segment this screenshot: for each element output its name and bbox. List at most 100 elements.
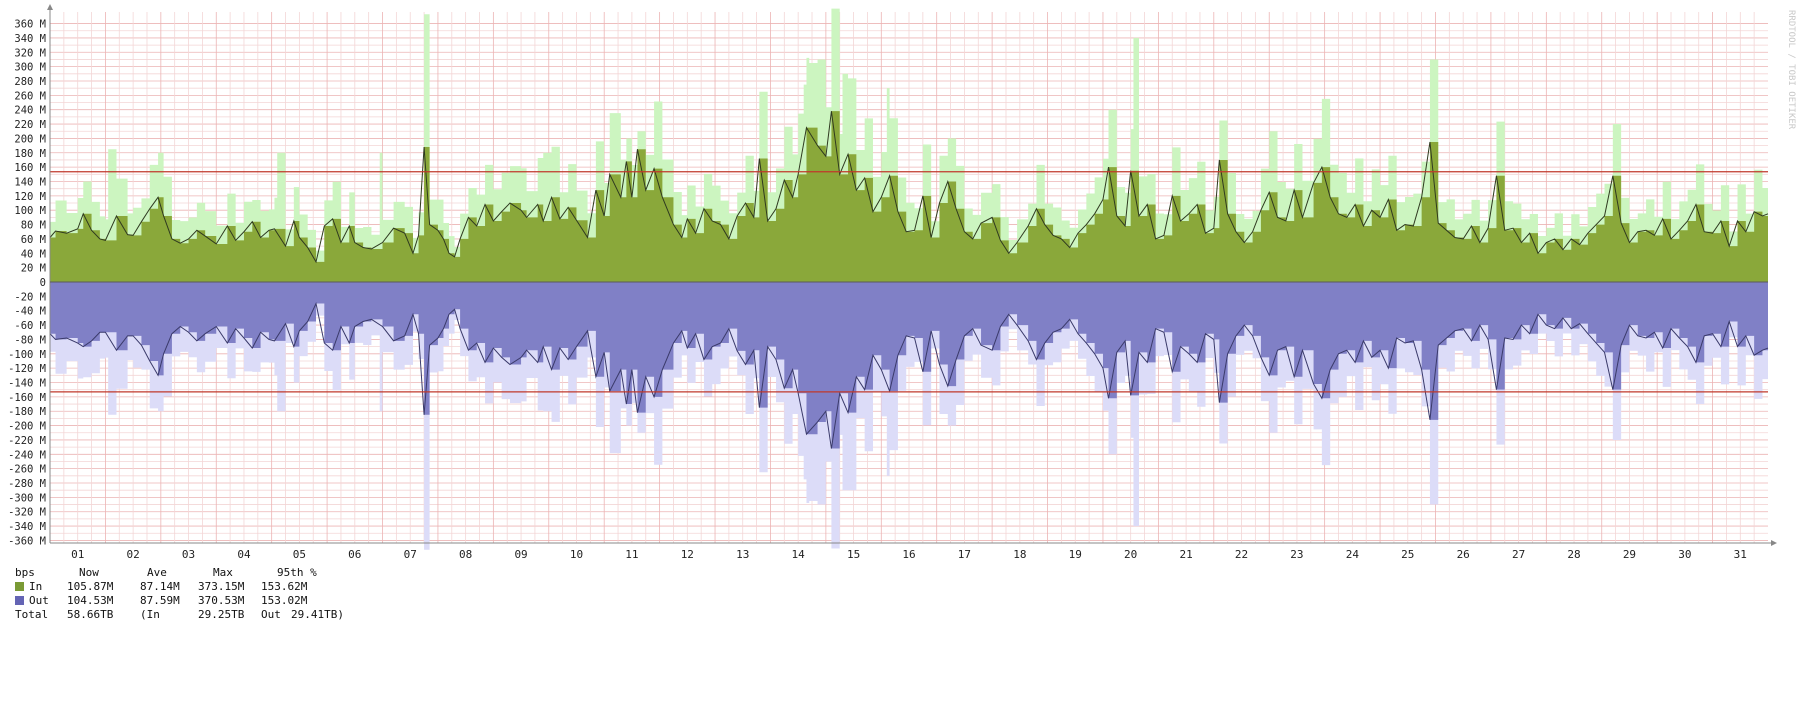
y-tick-label: 80 M (21, 220, 46, 232)
y-tick-labels: 360 M 340 M 320 M 300 M 280 M 260 M 240 M 220 M… (8, 19, 46, 548)
y-tick-label: 280 M (14, 76, 46, 88)
legend: bps Now Ave Max 95th % In 105.87M 87.14M… (15, 566, 344, 622)
axes (47, 4, 1777, 546)
legend-col-max: Max (213, 566, 233, 579)
y-tick-label: 40 M (21, 248, 46, 260)
y-axis-arrow (47, 4, 53, 10)
x-tick-label: 29 (1623, 548, 1636, 561)
y-tick-label: -120 M (8, 363, 46, 375)
traffic-chart: 360 M 340 M 320 M 300 M 280 M 260 M 240 M 220 M… (8, 4, 1777, 561)
y-tick-label: -220 M (8, 435, 46, 447)
x-axis-arrow (1771, 540, 1777, 546)
legend-out-now: 104.53M (67, 594, 114, 607)
x-tick-label: 02 (127, 548, 140, 561)
out-avg-area (50, 282, 1768, 449)
legend-total-in-label: (In (140, 608, 160, 621)
x-tick-label: 05 (293, 548, 306, 561)
y-tick-label: 100 M (14, 205, 46, 217)
y-tick-label: -240 M (8, 449, 46, 461)
x-tick-label: 31 (1734, 548, 1747, 561)
x-tick-label: 06 (348, 548, 361, 561)
legend-total-value: 58.66TB (67, 608, 114, 621)
x-tick-label: 03 (182, 548, 195, 561)
percentile-lines (50, 171, 1768, 393)
y-tick-label: 140 M (14, 176, 46, 188)
y-tick-label: 180 M (14, 148, 46, 160)
legend-in-max: 373.15M (198, 580, 245, 593)
x-tick-label: 30 (1678, 548, 1691, 561)
x-tick-label: 22 (1235, 548, 1248, 561)
series-areas (49, 8, 1769, 550)
y-tick-label: -360 M (8, 535, 46, 547)
legend-label-in: In (29, 580, 43, 593)
y-tick-label: -60 M (14, 320, 46, 332)
y-tick-label: -280 M (8, 478, 46, 490)
y-tick-label: 120 M (14, 191, 46, 203)
legend-total-in-value: 29.25TB (198, 608, 245, 621)
y-tick-label: -20 M (14, 291, 46, 303)
y-tick-label: -320 M (8, 507, 46, 519)
y-tick-label: -140 M (8, 378, 46, 390)
legend-header: bps Now Ave Max 95th % (15, 566, 317, 580)
x-tick-label: 19 (1069, 548, 1082, 561)
legend-in-p95: 153.62M (261, 580, 308, 593)
x-tick-label: 04 (237, 548, 251, 561)
y-tick-label: 20 M (21, 263, 46, 275)
y-tick-label: -260 M (8, 464, 46, 476)
legend-in-ave: 87.14M (140, 580, 180, 593)
y-tick-label: -40 M (14, 306, 46, 318)
in-avg-line (49, 111, 1769, 264)
y-tick-label: 220 M (14, 119, 46, 131)
legend-swatch-in (15, 582, 24, 591)
y-tick-label: -160 M (8, 392, 46, 404)
x-tick-label: 11 (625, 548, 638, 561)
y-tick-label: 160 M (14, 162, 46, 174)
y-tick-label: 260 M (14, 90, 46, 102)
y-tick-label: 60 M (21, 234, 46, 246)
legend-out-max: 370.53M (198, 594, 245, 607)
legend-col-p95: 95th % (277, 566, 317, 579)
x-tick-label: 25 (1401, 548, 1414, 561)
in-avg-area (50, 111, 1768, 282)
legend-total-out-label: Out (261, 608, 281, 621)
x-tick-label: 21 (1179, 548, 1192, 561)
y-tick-label: 300 M (14, 62, 46, 74)
x-tick-label: 20 (1124, 548, 1137, 561)
y-tick-label: 0 (40, 277, 46, 289)
x-tick-label: 17 (958, 548, 971, 561)
legend-unit: bps (15, 566, 35, 579)
legend-col-now: Now (79, 566, 99, 579)
y-tick-label: -80 M (14, 334, 46, 346)
y-tick-label: 360 M (14, 19, 46, 31)
y-tick-label: -100 M (8, 349, 46, 361)
x-tick-label: 27 (1512, 548, 1525, 561)
legend-row-total: Total 58.66TB (In 29.25TB Out 29.41TB) (15, 608, 344, 622)
out-avg-line (49, 301, 1769, 449)
legend-in-now: 105.87M (67, 580, 114, 593)
x-tick-label: 13 (736, 548, 749, 561)
x-tick-label: 15 (847, 548, 860, 561)
x-tick-label: 16 (902, 548, 915, 561)
y-tick-label: -340 M (8, 521, 46, 533)
x-tick-label: 10 (570, 548, 583, 561)
legend-total-out-value: 29.41TB) (291, 608, 344, 621)
y-tick-label: 240 M (14, 105, 46, 117)
x-tick-label: 28 (1567, 548, 1580, 561)
x-tick-labels: 01 02 03 04 05 06 07 08 09 10 11 12 13 14 15 16 17 18 19 20… (71, 548, 1747, 561)
x-tick-label: 01 (71, 548, 84, 561)
x-tick-label: 26 (1457, 548, 1470, 561)
legend-row-out: Out 104.53M 87.59M 370.53M 153.02M (15, 594, 307, 608)
y-tick-label: -300 M (8, 492, 46, 504)
legend-swatch-out (15, 596, 24, 605)
legend-col-ave: Ave (147, 566, 167, 579)
legend-total-label: Total (15, 608, 49, 621)
y-tick-label: 320 M (14, 47, 46, 59)
x-tick-label: 23 (1290, 548, 1303, 561)
y-tick-label: -200 M (8, 421, 46, 433)
x-tick-label: 09 (514, 548, 527, 561)
x-tick-label: 18 (1013, 548, 1026, 561)
x-tick-label: 12 (681, 548, 694, 561)
legend-label-out: Out (29, 594, 49, 607)
legend-row-in: In 105.87M 87.14M 373.15M 153.62M (15, 580, 307, 594)
legend-out-ave: 87.59M (140, 594, 180, 607)
